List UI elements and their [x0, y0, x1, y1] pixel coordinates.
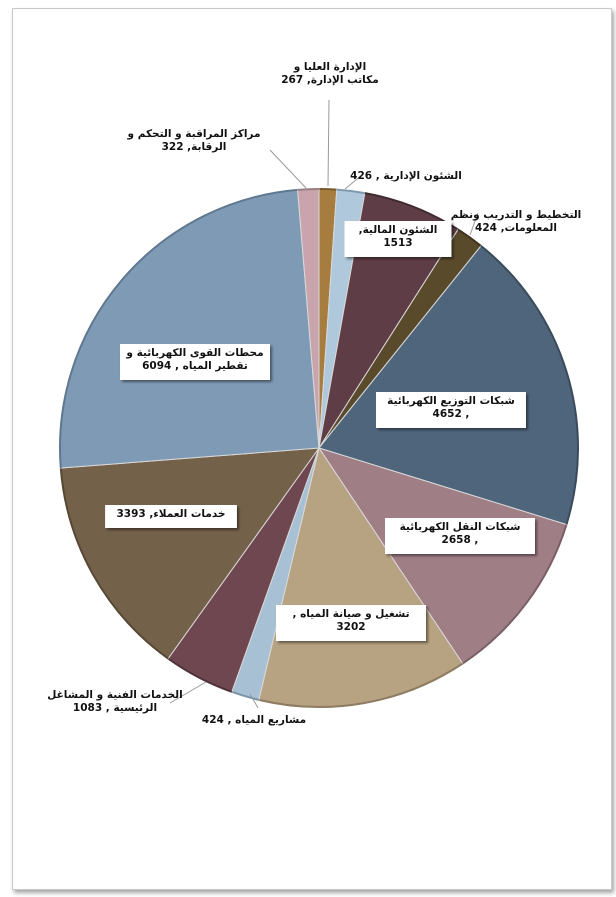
slice-label: خدمات العملاء, 3393 [105, 505, 237, 528]
slice-label-text: شبكات التوزيع الكهربائية [387, 395, 515, 407]
slice-label-text: الرقابة, 322 [162, 141, 227, 153]
leader-line [327, 99, 330, 187]
slice-label: الشئون المالية,1513 [344, 221, 452, 257]
pie-slice-rim [297, 188, 320, 191]
label-box [120, 344, 270, 380]
slice-label: الشئون الإدارية , 426 [350, 170, 462, 182]
pie-slice-rim [318, 188, 337, 191]
slice-label-text: تشغيل و صيانة المياه , [292, 608, 409, 620]
slice-label-text: الشئون الإدارية , 426 [350, 170, 462, 182]
label-box [385, 518, 535, 554]
leader-line [269, 149, 307, 189]
slice-label-text: مشاريع المياه , 424 [202, 714, 306, 726]
leader-line [169, 681, 207, 704]
slice-label-text: خدمات العملاء, 3393 [116, 508, 225, 520]
pie-slice-rim [480, 245, 580, 525]
label-box [376, 392, 526, 428]
label-box [276, 605, 426, 641]
pie-slice-rim [462, 524, 568, 665]
slice-label-text: الشئون المالية, [359, 224, 438, 236]
slice-label-text: مراكز المراقبة و التحكم و [127, 128, 261, 140]
slice-label-text: مكاتب الإدارة, 267 [281, 74, 378, 86]
slice-label-text: 3202 [336, 621, 365, 633]
slice-label-text: الرئيسية , 1083 [73, 702, 157, 714]
slice-label-text: تقطير المياه , 6094 [142, 360, 248, 372]
pie-slice-rim [167, 657, 233, 693]
slice-label: مشاريع المياه , 424 [202, 714, 306, 726]
slice-label-text: , 4652 [433, 408, 470, 420]
slice-label-text: , 2658 [442, 534, 479, 546]
slice-label-text: المعلومات, 424 [475, 222, 557, 234]
label-box [105, 505, 237, 528]
slice-label-text: الخدمات الفنية و المشاغل [47, 689, 182, 701]
slice-label-text: التخطيط و التدريب ونظم [451, 209, 582, 221]
slice-label: شبكات التوزيع الكهربائية, 4652 [376, 392, 526, 428]
leader-line [469, 212, 479, 236]
slice-label-text: شبكات النقل الكهربائية [400, 521, 521, 533]
slice-label: شبكات النقل الكهربائية, 2658 [385, 518, 535, 554]
slice-label-text: 1513 [383, 237, 412, 249]
leader-line [249, 693, 259, 709]
label-box [344, 221, 452, 257]
pie-slice-rim [59, 467, 169, 660]
slice-label-text: محطات القوى الكهربائية و [125, 347, 263, 359]
slice-label-text: الإدارة العليا و [293, 61, 366, 73]
slice-label: تشغيل و صيانة المياه ,3202 [276, 605, 426, 641]
pie-slice [59, 189, 320, 469]
pie-slice-rim [59, 188, 298, 469]
leader-line [344, 174, 363, 190]
pie-slice-rim [258, 662, 464, 708]
